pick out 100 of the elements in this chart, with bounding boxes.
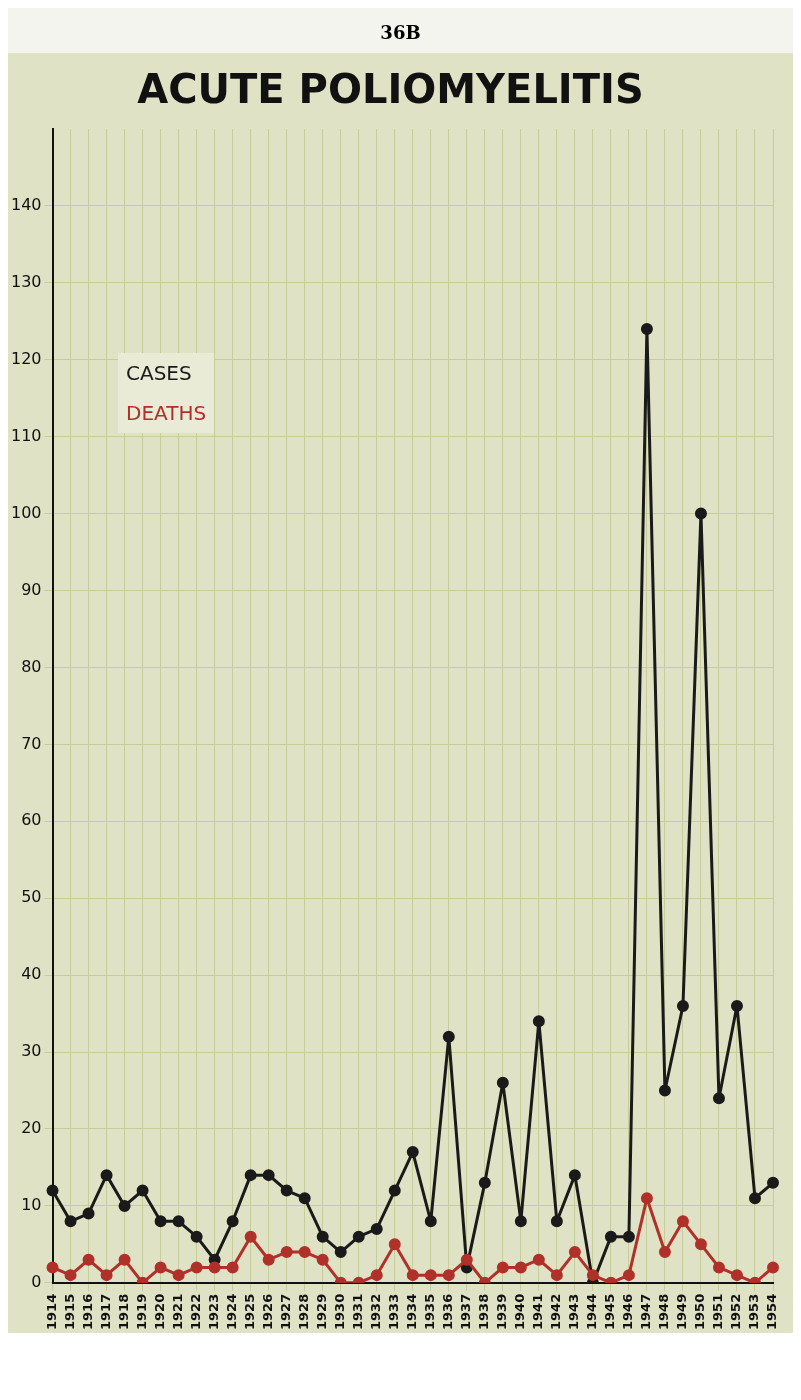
point [208, 1261, 221, 1274]
y-tick-label: 40 [21, 964, 42, 984]
point [550, 1215, 563, 1228]
point [694, 507, 707, 520]
point [388, 1184, 401, 1197]
y-tick-label: 50 [21, 887, 42, 907]
text: DEATHS [126, 400, 207, 427]
x-tick-label: 1923 [206, 1293, 222, 1331]
x-tick-label: 1944 [584, 1293, 600, 1331]
point [406, 1269, 419, 1282]
point [262, 1253, 275, 1266]
point [694, 1238, 707, 1251]
x-tick-label: 1930 [332, 1293, 348, 1331]
point [460, 1253, 473, 1266]
x-tick-label: 1943 [566, 1293, 582, 1331]
text: 36B [380, 22, 421, 43]
point [730, 999, 743, 1012]
point [767, 1261, 779, 1274]
x-tick-label: 1933 [386, 1293, 402, 1331]
point [82, 1207, 95, 1220]
point [316, 1253, 329, 1266]
point [298, 1192, 311, 1205]
x-tick-label: 1937 [458, 1293, 474, 1331]
point [640, 323, 653, 335]
x-tick-label: 1915 [61, 1293, 77, 1331]
y-tick-label: 80 [21, 656, 42, 676]
point [730, 1269, 743, 1282]
point [442, 1030, 455, 1043]
point [172, 1215, 185, 1228]
y-tick-label: 110 [10, 425, 42, 445]
point [640, 1192, 653, 1205]
point [46, 1184, 59, 1197]
point [100, 1269, 113, 1282]
point [118, 1253, 131, 1266]
point [424, 1269, 437, 1282]
point [676, 1215, 689, 1228]
x-tick-label: 1932 [368, 1293, 384, 1331]
x-tick-label: 1922 [188, 1293, 204, 1331]
point [550, 1269, 563, 1282]
y-tick-label: 20 [21, 1118, 42, 1138]
x-tick-label: 1942 [548, 1293, 564, 1331]
x-tick-label: 1925 [242, 1293, 258, 1331]
point [190, 1261, 203, 1274]
point [388, 1238, 401, 1251]
x-tick-label: 1941 [530, 1293, 546, 1331]
point [244, 1230, 257, 1243]
x-tick-label: 1949 [674, 1293, 690, 1331]
x-tick-label: 1918 [115, 1293, 131, 1331]
point [748, 1192, 761, 1205]
y-tick-label: 120 [10, 348, 42, 368]
point [496, 1076, 509, 1089]
point [532, 1015, 545, 1028]
y-tick-label: 10 [21, 1195, 42, 1215]
x-tick-label: 1948 [656, 1293, 672, 1331]
y-tick-label: 90 [21, 579, 42, 599]
x-tick-label: 1947 [638, 1293, 654, 1331]
point [316, 1230, 329, 1243]
x-tick-label: 1919 [133, 1293, 149, 1331]
point [514, 1215, 527, 1228]
x-tick-label: 1924 [224, 1293, 240, 1331]
chart-title: ACUTE POLIOMYELITIS [137, 66, 644, 113]
x-tick-label: 1946 [620, 1293, 636, 1331]
y-tick-label: 130 [10, 272, 42, 291]
y-tick-label: 70 [21, 733, 42, 753]
x-tick-label: 1935 [422, 1293, 438, 1331]
text: CASES [126, 360, 193, 387]
point [334, 1246, 347, 1259]
x-tick-label: 1926 [260, 1293, 276, 1331]
point [298, 1246, 311, 1259]
y-tick-label: 140 [10, 195, 42, 215]
point [280, 1246, 293, 1259]
x-tick-label: 1934 [404, 1293, 420, 1331]
point [262, 1169, 275, 1182]
point [622, 1269, 635, 1282]
point [712, 1261, 725, 1274]
x-tick-label: 1940 [512, 1293, 528, 1331]
point [154, 1261, 167, 1274]
x-tick-label: 1931 [350, 1293, 366, 1331]
x-tick-label: 1920 [151, 1293, 167, 1331]
point [676, 999, 689, 1012]
point [496, 1261, 509, 1274]
x-tick-label: 1916 [79, 1293, 95, 1331]
point [370, 1269, 383, 1282]
point [658, 1084, 671, 1097]
x-tick-label: 1951 [710, 1293, 726, 1331]
point [370, 1222, 383, 1235]
y-tick-label: 0 [31, 1271, 42, 1291]
point [424, 1215, 437, 1228]
point [226, 1215, 239, 1228]
y-tick-label: 30 [21, 1041, 42, 1061]
point [532, 1253, 545, 1266]
point [767, 1176, 779, 1189]
point [172, 1269, 185, 1282]
point [280, 1184, 293, 1197]
x-tick-label: 1929 [314, 1293, 330, 1331]
point [604, 1230, 617, 1243]
x-tick-label: 1952 [728, 1293, 744, 1331]
y-tick-label: 60 [21, 810, 42, 830]
x-tick-label: 1950 [692, 1293, 708, 1331]
point [64, 1215, 77, 1228]
